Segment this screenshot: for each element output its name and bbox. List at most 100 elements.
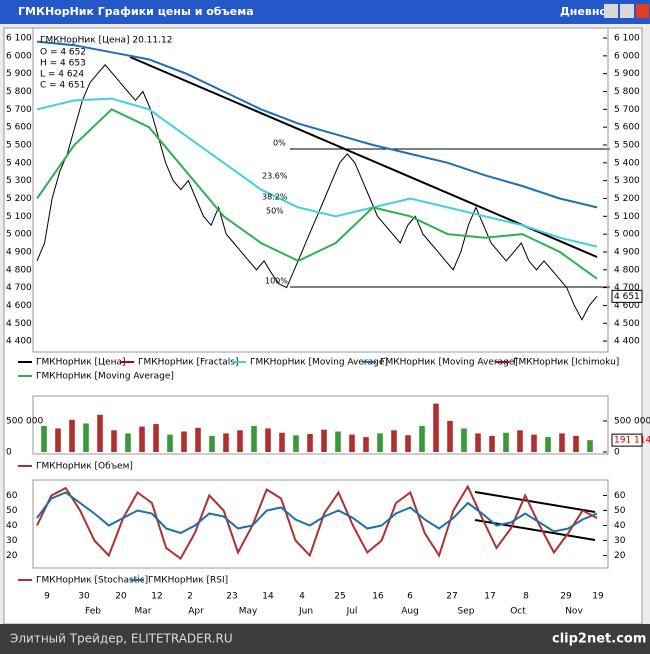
fib-label: 38.2% xyxy=(262,193,288,202)
last-value-box xyxy=(611,433,643,447)
volume-bar xyxy=(377,433,383,452)
y-tick-label: 0 xyxy=(614,448,620,458)
ohlc-label: L = 4 624 xyxy=(40,70,84,80)
y-tick-label: 0 xyxy=(6,448,12,458)
y-tick-label: 5 100 xyxy=(6,212,32,222)
x-day-label: 27 xyxy=(446,592,457,602)
maximize-button[interactable] xyxy=(620,4,634,18)
panel xyxy=(32,479,609,569)
x-day-label: 23 xyxy=(226,592,237,602)
series-line xyxy=(36,97,598,248)
volume-bar xyxy=(321,429,327,452)
volume-bar xyxy=(293,435,299,452)
volume-bar xyxy=(41,425,47,452)
legend-label: ГМКНорНик [Moving Average] xyxy=(380,358,518,368)
y-tick-label: 60 xyxy=(614,491,626,501)
y-tick-label: 5 200 xyxy=(614,194,640,204)
volume-bar xyxy=(139,426,145,452)
ohlc-label: H = 4 653 xyxy=(40,59,86,69)
legend-label: ГМКНорНик [Объем] xyxy=(36,462,133,472)
y-tick-label: 40 xyxy=(6,521,18,531)
volume-bar xyxy=(223,433,229,452)
volume-bar xyxy=(153,424,159,452)
x-month-label: Nov xyxy=(565,607,583,617)
fib-label: 23.6% xyxy=(262,172,288,181)
last-value-box xyxy=(611,289,643,303)
x-day-label: 4 xyxy=(299,592,305,602)
volume-bar xyxy=(251,425,257,452)
x-day-label: 14 xyxy=(262,592,274,602)
y-tick-label: 4 400 xyxy=(614,337,640,347)
volume-bar xyxy=(111,430,117,452)
legend-label: ГМКНорНик [Fractals] xyxy=(138,358,239,368)
x-month-label: Mar xyxy=(135,607,152,617)
y-tick-label: 4 600 xyxy=(614,301,640,311)
x-month-label: Apr xyxy=(188,607,204,617)
y-tick-label: 500 000 xyxy=(6,416,43,426)
y-tick-label: 5 300 xyxy=(614,176,640,186)
y-tick-label: 5 500 xyxy=(614,140,640,150)
x-day-label: 2 xyxy=(187,592,193,602)
x-day-label: 9 xyxy=(44,592,50,602)
y-tick-label: 5 700 xyxy=(6,105,32,115)
last-value-label: 191 114 xyxy=(614,436,650,446)
fib-label: 0% xyxy=(273,139,286,148)
y-tick-label: 5 400 xyxy=(614,158,640,168)
ohlc-label: O = 4 652 xyxy=(40,48,86,58)
channel-line xyxy=(474,491,596,513)
volume-bar xyxy=(55,428,61,452)
fib-label: 100% xyxy=(265,277,288,286)
x-month-label: Aug xyxy=(401,607,419,617)
x-day-label: 12 xyxy=(151,592,162,602)
y-tick-label: 5 400 xyxy=(6,158,32,168)
x-day-label: 20 xyxy=(115,592,127,602)
x-month-label: Sep xyxy=(458,607,475,617)
volume-bar xyxy=(83,423,89,452)
volume-bar xyxy=(545,437,551,452)
y-tick-label: 6 000 xyxy=(6,51,32,61)
volume-bar xyxy=(419,425,425,452)
y-tick-label: 50 xyxy=(6,506,18,516)
volume-bar xyxy=(405,435,411,452)
x-day-label: 6 xyxy=(407,592,413,602)
volume-bar xyxy=(335,431,341,452)
x-month-label: Jun xyxy=(298,607,313,617)
y-tick-label: 4 500 xyxy=(6,319,32,329)
volume-bar xyxy=(573,435,579,452)
volume-bar xyxy=(461,428,467,452)
minimize-button[interactable] xyxy=(604,4,618,18)
volume-bar xyxy=(433,403,439,452)
y-tick-label: 4 900 xyxy=(614,247,640,257)
legend-label: ГМКНорНик [Moving Average] xyxy=(36,372,174,382)
ohlc-label: C = 4 651 xyxy=(40,81,85,91)
volume-bar xyxy=(209,435,215,452)
y-tick-label: 5 100 xyxy=(614,212,640,222)
y-tick-label: 5 000 xyxy=(614,230,640,240)
series-line xyxy=(36,484,598,560)
timeframe[interactable]: Дневной xyxy=(560,5,615,18)
x-day-label: 25 xyxy=(334,592,345,602)
volume-bar xyxy=(195,427,201,452)
y-tick-label: 5 600 xyxy=(6,123,32,133)
y-tick-label: 5 200 xyxy=(6,194,32,204)
y-tick-label: 5 000 xyxy=(6,230,32,240)
x-day-label: 19 xyxy=(592,592,604,602)
x-month-label: Feb xyxy=(85,607,101,617)
y-tick-label: 50 xyxy=(614,506,626,516)
volume-bar xyxy=(237,430,243,452)
y-tick-label: 5 900 xyxy=(614,69,640,79)
legend-label: ГМКНорНик [Ichimoku] xyxy=(513,358,619,368)
y-tick-label: 5 800 xyxy=(614,87,640,97)
x-month-label: Oct xyxy=(510,607,526,617)
volume-bar xyxy=(489,435,495,452)
panel xyxy=(32,27,609,353)
window-title: ГМКНорНик Графики цены и объема xyxy=(18,5,254,18)
fib-label: 50% xyxy=(266,207,284,216)
y-tick-label: 30 xyxy=(614,536,626,546)
close-button[interactable] xyxy=(636,4,649,18)
legend-label: ГМКНорНик [Moving Average] xyxy=(250,358,388,368)
y-tick-label: 6 100 xyxy=(614,34,640,44)
x-day-label: 17 xyxy=(484,592,495,602)
y-tick-label: 5 300 xyxy=(6,176,32,186)
